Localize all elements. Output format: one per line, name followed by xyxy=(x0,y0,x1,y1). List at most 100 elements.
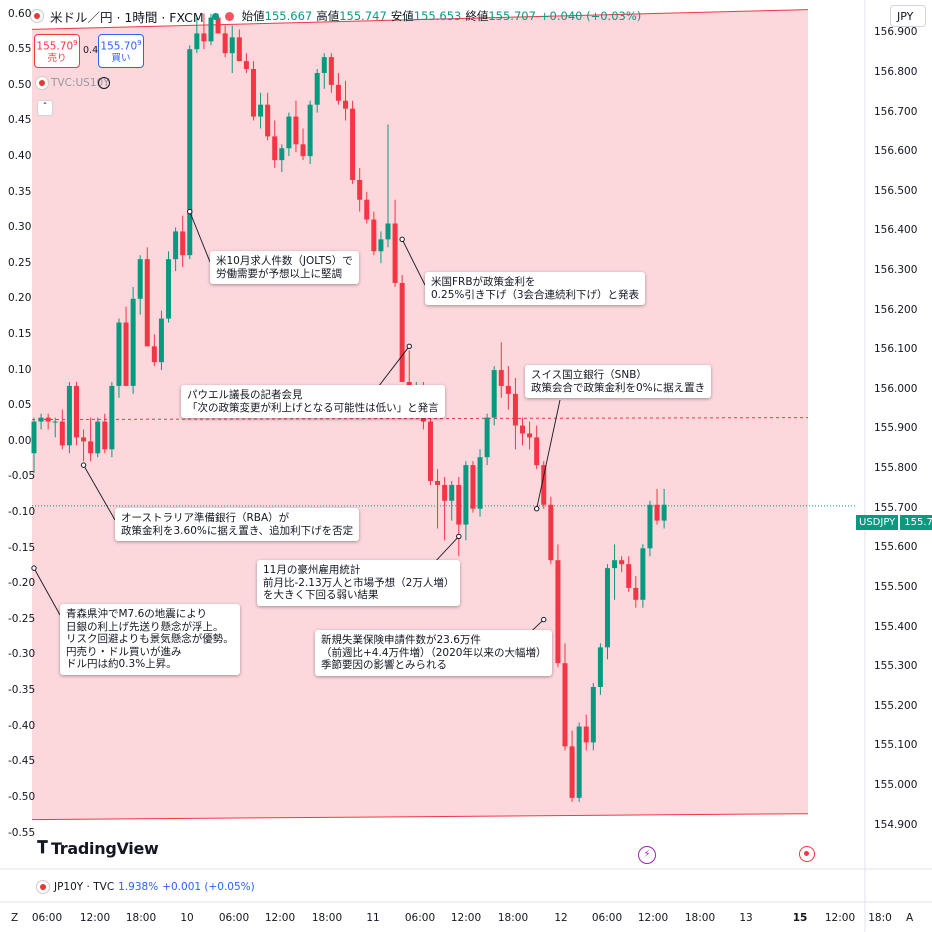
lightning-icon[interactable]: ⚡ xyxy=(638,846,656,864)
leader-fed xyxy=(401,239,426,286)
candle xyxy=(300,128,306,161)
candle-body xyxy=(612,560,618,569)
price-tick: 155.300 xyxy=(874,660,918,673)
candle-body xyxy=(222,33,228,54)
candle xyxy=(371,211,377,256)
range-bottom-line xyxy=(31,813,809,821)
percent-tick: 0.60 xyxy=(8,7,32,20)
symbol-header: 米ドル／円 · 1時間 · FXCM 始値 155.667 高値 155.747… xyxy=(30,0,641,32)
sell-price-sup: 9 xyxy=(73,39,78,47)
candle-body xyxy=(109,385,115,450)
candle xyxy=(357,168,363,212)
candle-body xyxy=(364,199,370,220)
time-tick: 18:00 xyxy=(311,912,343,924)
candle xyxy=(73,381,79,446)
candle xyxy=(88,417,94,462)
bottom-pane-symbol[interactable]: JP10Y · TVC 1.938% +0.001 (+0.05%) xyxy=(36,880,255,894)
buy-label: 買い xyxy=(111,52,131,64)
candle-body xyxy=(470,465,476,509)
percent-tick: -0.05 xyxy=(8,470,36,483)
candle-body xyxy=(201,33,207,42)
candle xyxy=(293,100,299,153)
percent-tick: 0.30 xyxy=(8,221,32,234)
sell-button[interactable]: 155.709 売り xyxy=(34,34,80,68)
candle-body xyxy=(59,421,65,446)
candle xyxy=(265,92,271,141)
candle-body xyxy=(583,726,589,743)
price-tick: 154.900 xyxy=(874,818,918,831)
timezone-icon[interactable]: Z xyxy=(11,912,19,924)
annotation-snb[interactable]: スイス国立銀行（SNB） 政策会合で政策金利を0%に据え置き xyxy=(525,365,712,398)
candle-body xyxy=(541,465,547,505)
price-tick: 156.800 xyxy=(874,65,918,78)
annotation-fed-rate-cut[interactable]: 米国FRBが政策金利を 0.25%引き下げ（3会合連続利下げ）と発表 xyxy=(425,272,646,305)
candle xyxy=(258,92,264,129)
candle xyxy=(364,191,370,224)
brand-name: TradingView xyxy=(50,838,159,858)
annotation-jolts[interactable]: 米10月求人件数（JOLTS）で 労働需要が予想以上に堅調 xyxy=(210,251,359,284)
buy-button[interactable]: 155.709 買い xyxy=(98,34,144,68)
hide-eye-icon[interactable] xyxy=(98,77,110,89)
candle-body xyxy=(463,465,469,525)
candle-body xyxy=(562,663,568,747)
candle-body xyxy=(81,437,87,442)
candle-body xyxy=(435,480,441,485)
currency-selector[interactable]: JPY xyxy=(890,5,926,27)
auto-scale-icon[interactable]: A xyxy=(906,912,914,924)
candle-body xyxy=(385,223,391,240)
candle-body xyxy=(427,421,433,481)
candle-body xyxy=(137,259,143,299)
candle-body xyxy=(151,346,157,363)
candle xyxy=(31,417,37,474)
annotation-jobless-claims[interactable]: 新規失業保険申請件数が23.6万件 （前週比+4.4万件増）（2020年以来の大… xyxy=(315,630,553,676)
range-top-line xyxy=(31,9,809,30)
percent-tick: 0.45 xyxy=(8,114,32,127)
time-tick: 06:00 xyxy=(591,912,623,924)
candle xyxy=(201,13,207,50)
price-tick: 155.700 xyxy=(874,501,918,514)
percent-tick: -0.40 xyxy=(8,719,36,732)
candle-body xyxy=(456,484,462,525)
percent-tick: 0.00 xyxy=(8,434,32,447)
overlay-symbol[interactable]: TVC:US10Y xyxy=(51,77,110,89)
time-tick: 11 xyxy=(366,912,380,924)
percent-tick: 0.50 xyxy=(8,78,32,91)
record-icon[interactable] xyxy=(799,846,815,862)
annotation-au-jobs[interactable]: 11月の豪州雇用統計 前月比-2.13万人と市場予想（2万人増） を大きく下回る… xyxy=(257,560,461,606)
collapse-chevron-icon[interactable]: ˆ xyxy=(37,100,53,116)
annotation-rba[interactable]: オーストラリア準備銀行（RBA）が 政策金利を3.60%に据え置き、追加利下げを… xyxy=(115,508,360,541)
candle xyxy=(484,413,490,466)
us-flag-icon xyxy=(30,9,44,23)
candle xyxy=(449,480,455,521)
candle xyxy=(640,544,646,608)
candle-body xyxy=(477,457,483,509)
leader-rba xyxy=(83,464,116,521)
candle xyxy=(151,334,157,367)
leader-jobless-dot xyxy=(541,616,547,623)
candle xyxy=(59,409,65,450)
annotation-aomori-quake[interactable]: 青森県沖でM7.6の地震により 日銀の利上げ先送り懸念が浮上。 リスク回避よりも… xyxy=(60,604,240,675)
time-tick: 12:00 xyxy=(264,912,296,924)
annotation-powell[interactable]: パウエル議長の記者会見 「次の政策変更が利上げとなる可能性は低い」と発言 xyxy=(181,385,445,418)
candle xyxy=(562,643,568,751)
candle-body xyxy=(250,69,256,117)
buy-price-sup: 9 xyxy=(137,39,142,47)
percent-tick: -0.15 xyxy=(8,541,36,554)
candle xyxy=(541,461,547,509)
candle xyxy=(597,643,603,695)
time-tick: 12 xyxy=(554,912,568,924)
candle xyxy=(116,318,122,398)
candle-body xyxy=(130,298,136,386)
tv-logo-icon: 𝐓 xyxy=(37,838,48,858)
percent-tick: 0.40 xyxy=(8,149,32,162)
high-value: 155.747 xyxy=(339,9,387,23)
candle xyxy=(520,417,526,446)
candle xyxy=(335,72,341,105)
candle xyxy=(583,714,589,751)
candle-body xyxy=(399,282,405,382)
symbol-title[interactable]: 米ドル／円 · 1時間 · FXCM xyxy=(50,9,204,25)
candle xyxy=(286,112,292,157)
candle xyxy=(321,53,327,89)
